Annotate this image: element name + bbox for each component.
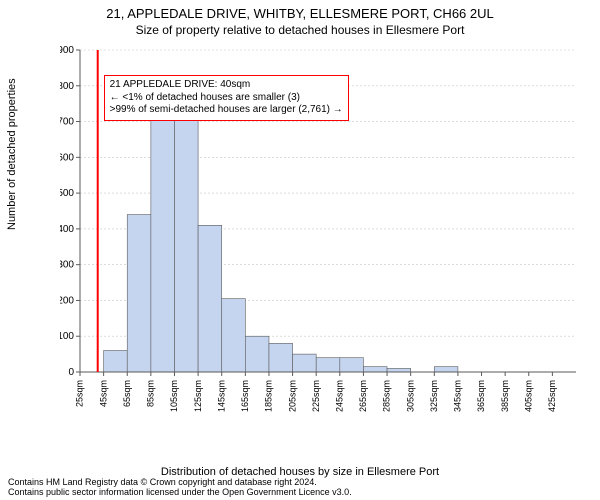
svg-text:85sqm: 85sqm xyxy=(146,380,156,407)
svg-text:105sqm: 105sqm xyxy=(169,380,179,412)
annotation-line: 21 APPLEDALE DRIVE: 40sqm xyxy=(110,79,343,92)
svg-text:425sqm: 425sqm xyxy=(547,380,557,412)
y-axis-label: Number of detached properties xyxy=(6,78,18,230)
svg-text:405sqm: 405sqm xyxy=(523,380,533,412)
annotation-box: 21 APPLEDALE DRIVE: 40sqm← <1% of detach… xyxy=(104,75,349,121)
annotation-line: >99% of semi-detached houses are larger … xyxy=(110,104,343,117)
svg-text:65sqm: 65sqm xyxy=(122,380,132,407)
svg-text:0: 0 xyxy=(68,367,74,378)
svg-text:265sqm: 265sqm xyxy=(358,380,368,412)
svg-text:100: 100 xyxy=(60,331,74,342)
svg-text:125sqm: 125sqm xyxy=(193,380,203,412)
chart-title-main: 21, APPLEDALE DRIVE, WHITBY, ELLESMERE P… xyxy=(0,0,600,21)
svg-text:325sqm: 325sqm xyxy=(429,380,439,412)
annotation-line: ← <1% of detached houses are smaller (3) xyxy=(110,92,343,105)
svg-text:185sqm: 185sqm xyxy=(264,380,274,412)
svg-text:145sqm: 145sqm xyxy=(216,380,226,412)
svg-text:205sqm: 205sqm xyxy=(287,380,297,412)
svg-text:165sqm: 165sqm xyxy=(240,380,250,412)
footer-line: Contains public sector information licen… xyxy=(8,488,352,498)
svg-text:285sqm: 285sqm xyxy=(382,380,392,412)
chart-title-sub: Size of property relative to detached ho… xyxy=(0,21,600,37)
svg-text:305sqm: 305sqm xyxy=(405,380,415,412)
svg-text:900: 900 xyxy=(60,46,74,56)
svg-text:300: 300 xyxy=(60,260,74,271)
svg-text:45sqm: 45sqm xyxy=(98,380,108,407)
svg-text:200: 200 xyxy=(60,295,74,306)
svg-text:385sqm: 385sqm xyxy=(500,380,510,412)
svg-text:225sqm: 225sqm xyxy=(311,380,321,412)
svg-text:400: 400 xyxy=(60,224,74,235)
x-axis-label: Distribution of detached houses by size … xyxy=(0,466,600,478)
svg-text:345sqm: 345sqm xyxy=(453,380,463,412)
svg-text:500: 500 xyxy=(60,188,74,199)
footer-attribution: Contains HM Land Registry data © Crown c… xyxy=(8,478,352,498)
svg-text:800: 800 xyxy=(60,81,74,92)
svg-text:365sqm: 365sqm xyxy=(476,380,486,412)
chart-plot-area: 0 100 200 300 400 500 600 700 800 900 25sqm 45sqm 65… xyxy=(60,46,580,416)
svg-text:600: 600 xyxy=(60,152,74,163)
svg-text:700: 700 xyxy=(60,117,74,128)
svg-text:25sqm: 25sqm xyxy=(75,380,85,407)
svg-text:245sqm: 245sqm xyxy=(335,380,345,412)
